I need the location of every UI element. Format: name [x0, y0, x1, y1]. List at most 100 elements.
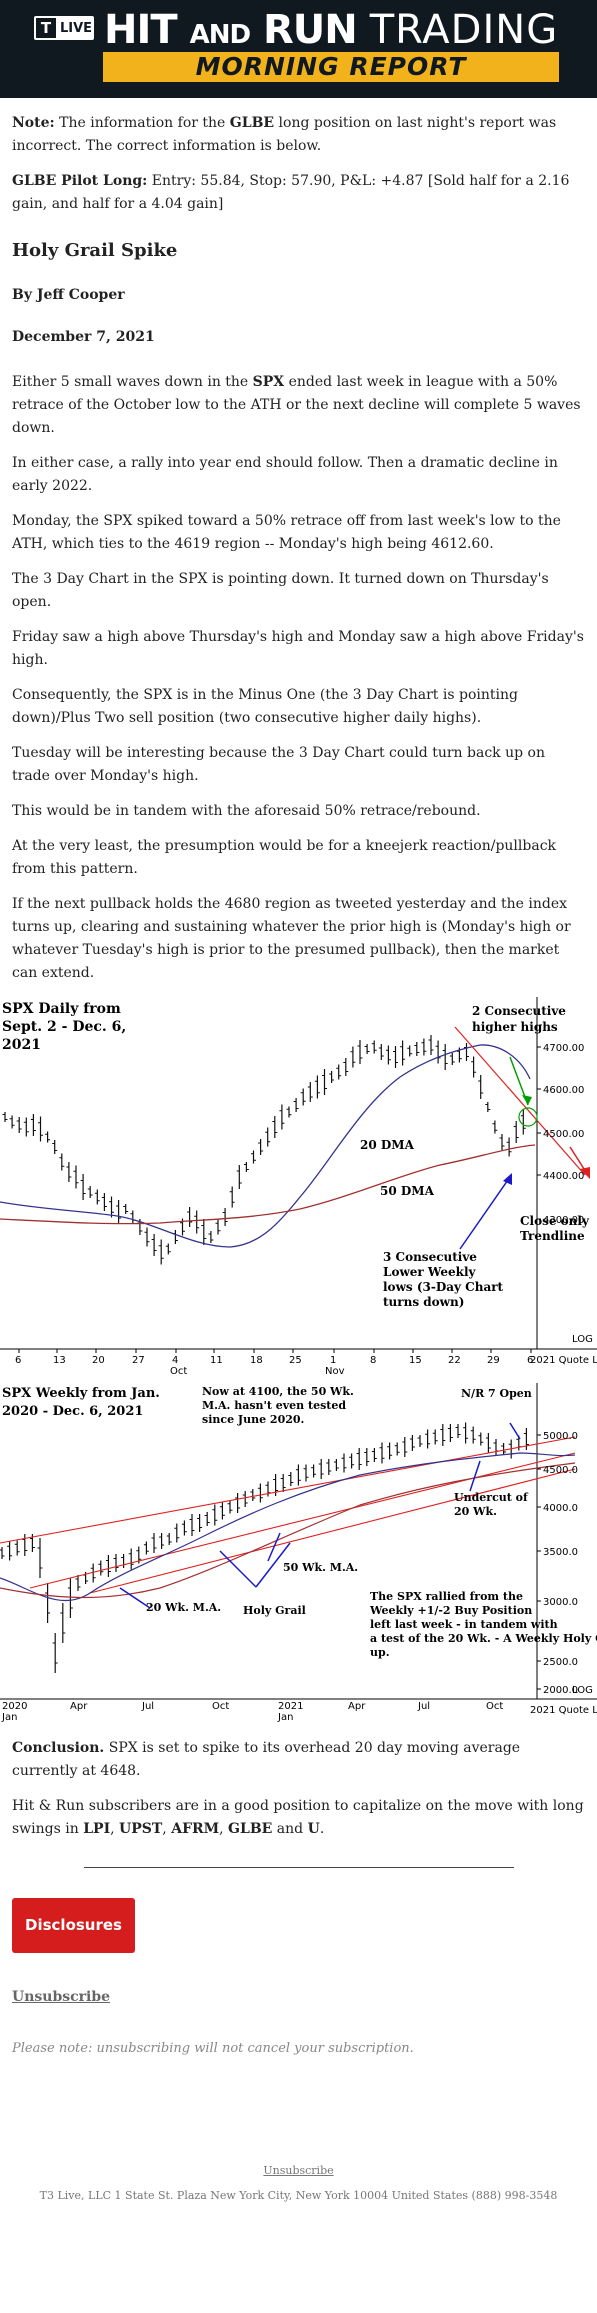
daily-x-tick-label: 29: [487, 1355, 500, 1366]
footer-unsubscribe-link[interactable]: Unsubscribe: [263, 2164, 334, 2177]
weekly-y-tick-label: 4000.0: [543, 1503, 578, 1514]
disclosures-button[interactable]: Disclosures: [12, 1898, 135, 1953]
sep-2: ,: [162, 1821, 172, 1837]
daily-y-tick-label: 4400.00: [543, 1171, 584, 1182]
annot-rally-5: up.: [370, 1646, 390, 1659]
paragraph-6: Consequently, the SPX is in the Minus On…: [12, 687, 518, 726]
daily-x-tick-label: 11: [210, 1355, 223, 1366]
weekly-y-tick-label: 4500.0: [543, 1465, 578, 1476]
banner-subtitle: MORNING REPORT: [103, 52, 559, 82]
daily-x-tick-label: 1: [330, 1355, 336, 1366]
note-text-1: The information for the: [54, 115, 230, 131]
annot-dma50: 50 DMA: [380, 1184, 435, 1198]
annot-undercut-2: 20 Wk.: [454, 1505, 497, 1518]
daily-credit: 2021 Quote LLC: [530, 1355, 597, 1366]
unsubscribe-link[interactable]: Unsubscribe: [12, 1989, 111, 2005]
daily-month-label: Nov: [325, 1366, 345, 1377]
ma20-line: [0, 1452, 576, 1602]
annot-ma50-note-3: since June 2020.: [202, 1413, 304, 1426]
note-ticker: GLBE: [229, 115, 275, 131]
daily-x-tick-label: 22: [448, 1355, 461, 1366]
ticker-upst: UPST: [119, 1821, 163, 1837]
weekly-y-ticks: 5000.0 4500.0 4000.0 3500.0 3000.0 2500.0 2000…: [537, 1431, 578, 1696]
holy-grail-arrow-2: [255, 1542, 291, 1588]
weekly-x-tick-label: 2020: [2, 1701, 27, 1712]
holy-grail-arrow: [219, 1550, 257, 1588]
close-only-trendline: [454, 1026, 586, 1176]
annot-higher-highs-1: 2 Consecutive: [472, 1004, 566, 1018]
t3-logo-icon: T: [36, 18, 56, 38]
subscribers-text: Hit & Run subscribers are in a good posi…: [12, 1798, 584, 1837]
weekly-y-tick-label: 2500.0: [543, 1657, 578, 1668]
paragraph-2: In either case, a rally into year end sh…: [12, 455, 558, 494]
weekly-y-tick-label: 3000.0: [543, 1597, 578, 1608]
spx-weekly-chart: SPX Weekly from Jan. 2020 - Dec. 6, 2021…: [0, 1383, 597, 1723]
annot-ma50: 50 Wk. M.A.: [283, 1561, 358, 1574]
paragraph-5: Friday saw a high above Thursday's high …: [12, 629, 584, 668]
annot-ma20: 20 Wk. M.A.: [146, 1601, 221, 1614]
correction-note: Note: The information for the GLBE long …: [12, 112, 585, 158]
daily-y-tick-label: 4300.00: [543, 1215, 584, 1226]
paragraph-7: Tuesday will be interesting because the …: [12, 745, 545, 784]
green-arrow-head: [522, 1095, 532, 1105]
weekly-x-sub-label: Jan: [277, 1712, 293, 1723]
p1-b: ended last week in league with a 50% ret…: [12, 374, 581, 436]
weekly-title-line1: SPX Weekly from Jan.: [2, 1386, 160, 1401]
daily-x-tick-label: 25: [289, 1355, 302, 1366]
daily-y-tick-label: 4600.00: [543, 1085, 584, 1096]
spx-daily-chart-svg: SPX Daily from Sept. 2 - Dec. 6, 2021 2 …: [0, 997, 597, 1377]
annot-undercut-1: Undercut of: [454, 1491, 529, 1504]
banner-title: HIT AND RUN TRADING: [104, 6, 558, 59]
note-text-2: long position on last night's report was…: [12, 115, 557, 154]
lower-channel-line: [89, 1468, 576, 1594]
red-arrow-head: [580, 1167, 590, 1179]
daily-title-line1: SPX Daily from: [2, 1001, 121, 1017]
weekly-x-tick-label: Oct: [212, 1701, 229, 1712]
weekly-y-tick-label: 2000.0: [543, 1685, 578, 1696]
note-label: Note:: [12, 115, 55, 131]
daily-title-line3: 2021: [2, 1037, 41, 1053]
conclusion-paragraph: Conclusion. SPX is set to spike to its o…: [12, 1737, 585, 1783]
conclusion-label: Conclusion.: [12, 1740, 105, 1756]
weekly-credit: 2021 Quote LLC: [530, 1705, 597, 1716]
ticker-afrm: AFRM: [171, 1821, 220, 1837]
spx-weekly-chart-svg: SPX Weekly from Jan. 2020 - Dec. 6, 2021…: [0, 1383, 597, 1723]
daily-x-tick-label: 8: [370, 1355, 376, 1366]
annot-ma50-note-1: Now at 4100, the 50 Wk.: [202, 1385, 354, 1398]
conclusion-section: Conclusion. SPX is set to spike to its o…: [0, 1737, 597, 1841]
annot-close-only-2: Trendline: [520, 1229, 585, 1243]
sep-and: and: [272, 1821, 308, 1837]
daily-x-tick-label: 20: [92, 1355, 105, 1366]
upper-channel-line: [0, 1436, 576, 1544]
pilot-position: GLBE Pilot Long: Entry: 55.84, Stop: 57.…: [12, 170, 585, 216]
daily-x-tick-label: 6: [15, 1355, 21, 1366]
nr7-arrow: [509, 1422, 521, 1440]
dma20-line: [0, 1044, 531, 1248]
annot-ma50-note-2: M.A. hasn't even tested: [202, 1399, 346, 1412]
undercut-arrow: [469, 1460, 481, 1492]
sep-end: .: [319, 1821, 325, 1837]
header-banner: T LIVE HIT AND RUN TRADING MORNING REPOR…: [0, 0, 597, 98]
middle-channel-line: [29, 1452, 576, 1589]
daily-y-ticks: 4700.00 4600.00 4500.00 4400.00 4300.00: [537, 1043, 584, 1226]
annot-rally-2: Weekly +1/-2 Buy Position: [369, 1604, 532, 1617]
annot-nr7: N/R 7 Open: [461, 1387, 532, 1400]
annot-rally-4: a test of the 20 Wk. - A Weekly Holy Gra…: [370, 1632, 597, 1645]
weekly-x-ticks: 2020 Apr Jul Oct 2021 Apr Jul Oct Jan Jan: [1, 1701, 503, 1723]
daily-month-label: Oct: [170, 1366, 187, 1377]
title-run: RUN: [263, 7, 358, 53]
weekly-x-tick-label: Apr: [348, 1701, 366, 1712]
ma20-arrow: [119, 1587, 151, 1609]
highs-circle: [518, 1107, 538, 1127]
red-arrow: [569, 1146, 587, 1173]
daily-x-tick-label: 18: [250, 1355, 263, 1366]
paragraph-4: The 3 Day Chart in the SPX is pointing d…: [12, 571, 549, 610]
annot-higher-highs-2: higher highs: [472, 1020, 558, 1034]
daily-title-line2: Sept. 2 - Dec. 6,: [2, 1019, 126, 1035]
title-hit: HIT: [104, 7, 178, 53]
paragraph-9: At the very least, the presumption would…: [12, 838, 557, 877]
blue-arrow: [459, 1176, 511, 1250]
ticker-glbe: GLBE: [228, 1821, 273, 1837]
annot-lower-lows-2: Lower Weekly: [383, 1265, 477, 1279]
